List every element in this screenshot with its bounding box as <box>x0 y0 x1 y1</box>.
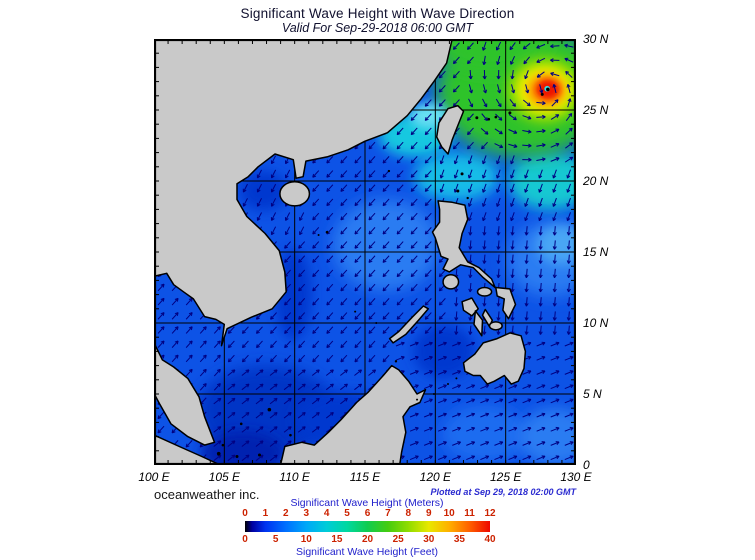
land-palawan <box>388 305 430 344</box>
feet-tick: 5 <box>272 534 279 545</box>
land-mindoro <box>442 273 460 290</box>
land-mindanao <box>462 332 527 385</box>
wave-map <box>153 38 577 466</box>
land-borneo <box>279 364 427 465</box>
land-taiwan <box>435 104 465 155</box>
map-frame <box>153 38 577 466</box>
land-masses <box>154 39 527 465</box>
feet-tick: 10 <box>300 534 312 545</box>
land-masbate <box>476 286 493 297</box>
feet-tick: 0 <box>242 534 248 545</box>
land-mainland-asia <box>154 39 453 347</box>
meters-tick: 10 <box>443 508 455 519</box>
lon-label: 105 E <box>208 470 241 484</box>
legend-meters-title: Significant Wave Height (Meters) <box>290 497 444 509</box>
land-samar-leyte <box>495 286 517 320</box>
feet-tick: 20 <box>361 534 374 545</box>
credit-text: oceanweather inc. <box>154 487 260 502</box>
page-title: Significant Wave Height with Wave Direct… <box>240 6 515 21</box>
land-negros <box>473 310 484 337</box>
small-islands <box>216 87 550 458</box>
meters-tick: 3 <box>303 508 310 519</box>
land-hainan <box>279 180 311 207</box>
meters-tick: 6 <box>364 508 371 519</box>
feet-tick: 30 <box>423 534 435 545</box>
lat-label: 20 N <box>583 174 609 188</box>
meters-tick: 4 <box>323 508 330 519</box>
plotted-timestamp: Plotted at Sep 29, 2018 02:00 GMT <box>430 487 576 497</box>
meters-tick: 8 <box>405 508 412 519</box>
lon-label: 130 E <box>560 470 592 484</box>
wave-map-svg <box>153 38 577 466</box>
lon-label: 100 E <box>138 470 170 484</box>
meters-tick: 7 <box>385 508 391 519</box>
lat-label: 5 N <box>583 387 602 401</box>
lon-label: 120 E <box>419 470 452 484</box>
meters-tick: 2 <box>283 508 289 519</box>
land-bohol <box>488 321 503 331</box>
lat-label: 30 N <box>583 32 609 46</box>
meters-tick: 1 <box>262 508 269 519</box>
lat-label: 25 N <box>583 103 609 117</box>
lat-label: 0 <box>583 458 590 472</box>
land-malay-peninsula <box>154 341 216 446</box>
meters-tick: 9 <box>425 508 432 519</box>
feet-tick: 35 <box>453 534 465 545</box>
feet-tick: 40 <box>484 534 496 545</box>
legend-feet-title: Significant Wave Height (Feet) <box>295 546 438 558</box>
meters-tick: 11 <box>464 508 475 519</box>
lon-label: 115 E <box>349 470 381 484</box>
feet-tick: 15 <box>331 534 343 545</box>
colorbar <box>245 521 490 532</box>
valid-time-subtitle: Valid For Sep-29-2018 06:00 GMT <box>281 21 474 35</box>
feet-tick: 25 <box>392 534 404 545</box>
land-luzon <box>431 200 496 289</box>
lon-label: 110 E <box>279 470 310 484</box>
meters-tick: 0 <box>242 508 248 519</box>
lon-label: 125 E <box>489 470 522 484</box>
meters-tick: 5 <box>344 508 350 519</box>
lat-label: 10 N <box>583 316 609 330</box>
lat-label: 15 N <box>583 245 609 259</box>
meters-tick: 12 <box>484 508 496 519</box>
